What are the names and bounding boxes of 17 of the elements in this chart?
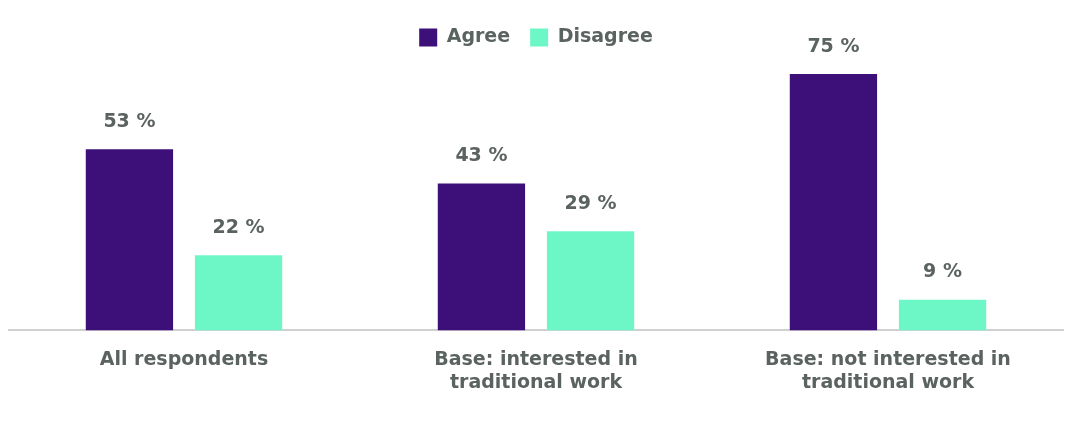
x-tick-label: Base: not interested in traditional work [765,346,1011,392]
bar [194,255,283,331]
data-label: 29 % [564,190,617,213]
data-label: 75 % [807,33,860,56]
data-label: 22 % [212,214,265,237]
legend-label: Agree [446,24,511,47]
x-tick-label: All respondents [99,346,269,369]
bar [85,149,174,331]
bar [437,183,526,331]
bar [789,74,878,331]
bar [898,299,987,331]
data-label: 53 % [103,108,156,131]
legend-label: Disagree [557,24,653,47]
bar [546,231,635,331]
data-label: 43 % [455,142,508,165]
x-tick-label: Base: interested in traditional work [434,346,638,392]
data-label: 9 % [923,259,962,282]
